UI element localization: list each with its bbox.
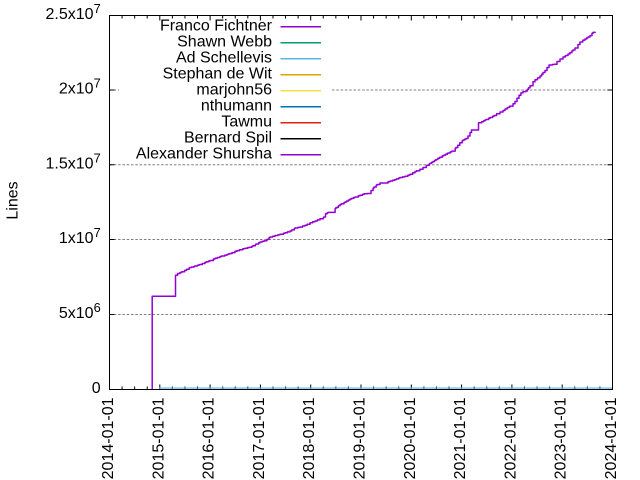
- svg-text:2x107: 2x107: [59, 76, 101, 98]
- svg-text:Shawn Webb: Shawn Webb: [177, 34, 272, 51]
- svg-text:2023-01-01: 2023-01-01: [553, 397, 570, 479]
- svg-text:1x107: 1x107: [59, 225, 101, 247]
- svg-text:2020-01-01: 2020-01-01: [402, 397, 419, 479]
- svg-text:Stephan de Wit: Stephan de Wit: [163, 66, 273, 83]
- svg-text:Franco Fichtner: Franco Fichtner: [160, 18, 273, 35]
- svg-text:2.5x107: 2.5x107: [46, 1, 101, 23]
- svg-text:2019-01-01: 2019-01-01: [352, 397, 369, 479]
- svg-text:Tawmu: Tawmu: [221, 114, 272, 131]
- svg-text:5x106: 5x106: [59, 300, 101, 322]
- svg-text:2014-01-01: 2014-01-01: [100, 397, 117, 479]
- svg-text:2018-01-01: 2018-01-01: [301, 397, 318, 479]
- svg-text:marjohn56: marjohn56: [196, 82, 272, 99]
- svg-text:nthumann: nthumann: [201, 98, 272, 115]
- svg-text:Alexander Shursha: Alexander Shursha: [136, 146, 272, 163]
- svg-text:2024-01-01: 2024-01-01: [603, 397, 620, 479]
- svg-text:2021-01-01: 2021-01-01: [452, 397, 469, 479]
- svg-text:Ad Schellevis: Ad Schellevis: [176, 50, 272, 67]
- svg-text:2022-01-01: 2022-01-01: [502, 397, 519, 479]
- svg-text:2017-01-01: 2017-01-01: [251, 397, 268, 479]
- svg-text:1.5x107: 1.5x107: [46, 150, 101, 172]
- svg-text:2015-01-01: 2015-01-01: [150, 397, 167, 479]
- svg-text:Lines: Lines: [5, 181, 22, 219]
- svg-text:2016-01-01: 2016-01-01: [201, 397, 218, 479]
- svg-text:0: 0: [92, 380, 101, 397]
- svg-text:Bernard Spil: Bernard Spil: [184, 130, 272, 147]
